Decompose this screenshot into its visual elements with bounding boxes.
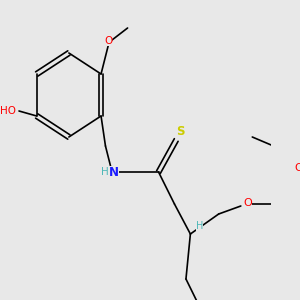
Text: O: O bbox=[104, 36, 112, 46]
Text: O: O bbox=[244, 198, 252, 208]
Text: N: N bbox=[109, 166, 119, 178]
Text: O: O bbox=[295, 163, 300, 173]
Text: HO: HO bbox=[0, 106, 16, 116]
Text: S: S bbox=[176, 125, 185, 139]
Text: H: H bbox=[196, 221, 203, 231]
Text: H: H bbox=[101, 167, 109, 177]
